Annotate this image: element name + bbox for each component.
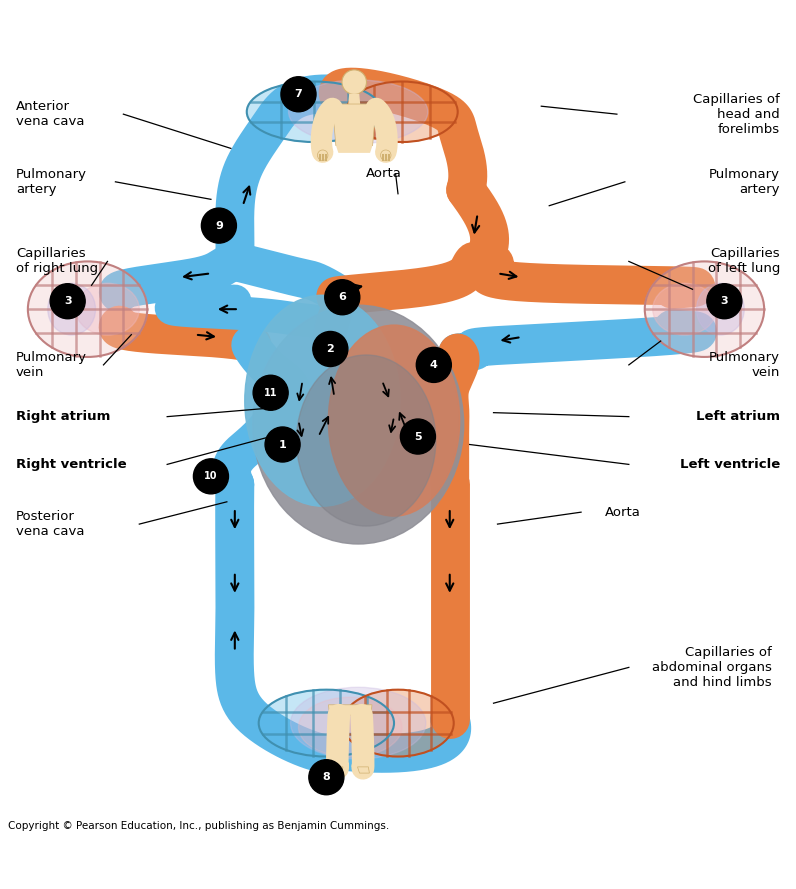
Text: Pulmonary
vein: Pulmonary vein [16,351,87,379]
Ellipse shape [253,305,463,544]
Ellipse shape [76,284,139,335]
Text: 3: 3 [720,296,728,306]
Text: Right atrium: Right atrium [16,410,111,423]
Circle shape [400,419,435,454]
Ellipse shape [696,284,744,335]
Text: 8: 8 [322,773,330,782]
Text: Anterior
vena cava: Anterior vena cava [16,100,84,128]
Circle shape [193,459,228,494]
Text: Aorta: Aorta [366,167,402,180]
Circle shape [281,76,316,112]
Text: Pulmonary
artery: Pulmonary artery [709,168,780,196]
Text: Right ventricle: Right ventricle [16,458,127,471]
Text: Pulmonary
vein: Pulmonary vein [709,351,780,379]
Text: Capillaries of
abdominal organs
and hind limbs: Capillaries of abdominal organs and hind… [652,646,772,689]
Ellipse shape [291,687,426,759]
Text: 1: 1 [279,439,287,450]
Text: Aorta: Aorta [605,506,641,518]
Circle shape [309,760,344,795]
Text: Posterior
vena cava: Posterior vena cava [16,510,84,538]
Circle shape [325,280,360,315]
Circle shape [380,150,391,161]
Ellipse shape [342,690,454,757]
Ellipse shape [289,80,428,144]
Circle shape [313,332,348,366]
Ellipse shape [296,355,436,526]
Text: 4: 4 [430,360,438,370]
Circle shape [707,284,742,319]
Polygon shape [333,104,377,146]
Text: 3: 3 [64,296,72,306]
Ellipse shape [247,82,382,142]
Ellipse shape [645,261,764,357]
Ellipse shape [328,325,460,517]
Polygon shape [357,767,369,773]
Ellipse shape [259,690,394,757]
Text: Pulmonary
artery: Pulmonary artery [16,168,87,196]
Text: Capillaries
of right lung: Capillaries of right lung [16,247,98,276]
Circle shape [342,70,366,94]
Circle shape [265,427,300,462]
Circle shape [253,375,288,410]
Polygon shape [331,767,343,773]
Text: 9: 9 [215,220,223,230]
Text: 10: 10 [205,471,217,481]
Ellipse shape [245,295,400,506]
Polygon shape [329,705,372,715]
Circle shape [416,348,451,382]
Ellipse shape [346,82,458,142]
Text: 11: 11 [264,388,277,397]
Circle shape [318,150,328,161]
Text: Capillaries of
head and
forelimbs: Capillaries of head and forelimbs [693,92,780,136]
Text: Capillaries
of left lung: Capillaries of left lung [708,247,780,276]
Text: Left ventricle: Left ventricle [680,458,780,471]
Text: 7: 7 [295,89,302,100]
Circle shape [201,208,236,243]
Text: 2: 2 [326,344,334,354]
Ellipse shape [653,284,716,335]
Circle shape [50,284,85,319]
Ellipse shape [298,697,402,757]
Ellipse shape [48,284,96,335]
Polygon shape [337,146,372,152]
Text: Left atrium: Left atrium [696,410,780,423]
Text: 6: 6 [338,292,346,302]
Ellipse shape [28,261,147,357]
Text: Copyright © Pearson Education, Inc., publishing as Benjamin Cummings.: Copyright © Pearson Education, Inc., pub… [8,821,389,831]
Polygon shape [349,94,360,104]
Text: 5: 5 [414,431,422,442]
